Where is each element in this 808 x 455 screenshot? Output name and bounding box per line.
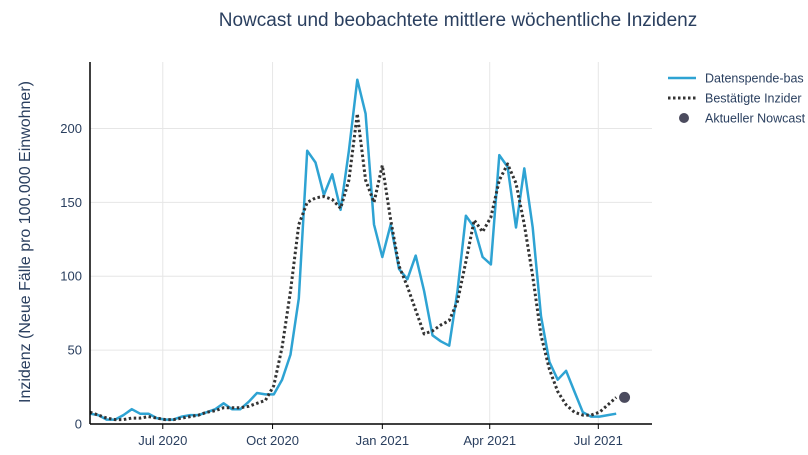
nowcast-point	[619, 391, 631, 403]
grid	[90, 62, 652, 424]
y-axis-title: Inzidenz (Neue Fälle pro 100.000 Einwohn…	[17, 81, 34, 403]
x-tick-label: Jan 2021	[356, 433, 410, 448]
y-tick-label: 50	[68, 343, 82, 358]
x-tick-label: Jul 2021	[574, 433, 623, 448]
y-ticks: 0 50 100 150 200	[60, 121, 82, 432]
y-tick-label: 0	[75, 417, 82, 432]
legend-label-2[interactable]: Bestätigte Inzider	[705, 92, 802, 106]
y-tick-label: 100	[60, 269, 82, 284]
axes	[89, 62, 652, 425]
x-tick-label: Apr 2021	[463, 433, 516, 448]
legend[interactable]: Datenspende-bas Bestätigte Inzider Aktuell…	[668, 72, 806, 126]
x-tick-label: Oct 2020	[246, 433, 299, 448]
legend-label-nowcast[interactable]: Aktueller Nowcast	[705, 112, 806, 126]
x-ticks: Jul 2020 Oct 2020 Jan 2021 Apr 2021 Jul 2021	[138, 424, 623, 448]
series-line-2	[89, 112, 618, 422]
series-layer	[89, 78, 631, 422]
series-line-1	[89, 78, 617, 421]
x-tick-label: Jul 2020	[138, 433, 187, 448]
chart-title: Nowcast und beobachtete mittlere wöchent…	[219, 10, 697, 31]
legend-swatch-nowcast	[679, 113, 689, 123]
legend-label-1[interactable]: Datenspende-bas	[705, 72, 804, 86]
y-tick-label: 150	[60, 195, 82, 210]
y-tick-label: 200	[60, 121, 82, 136]
